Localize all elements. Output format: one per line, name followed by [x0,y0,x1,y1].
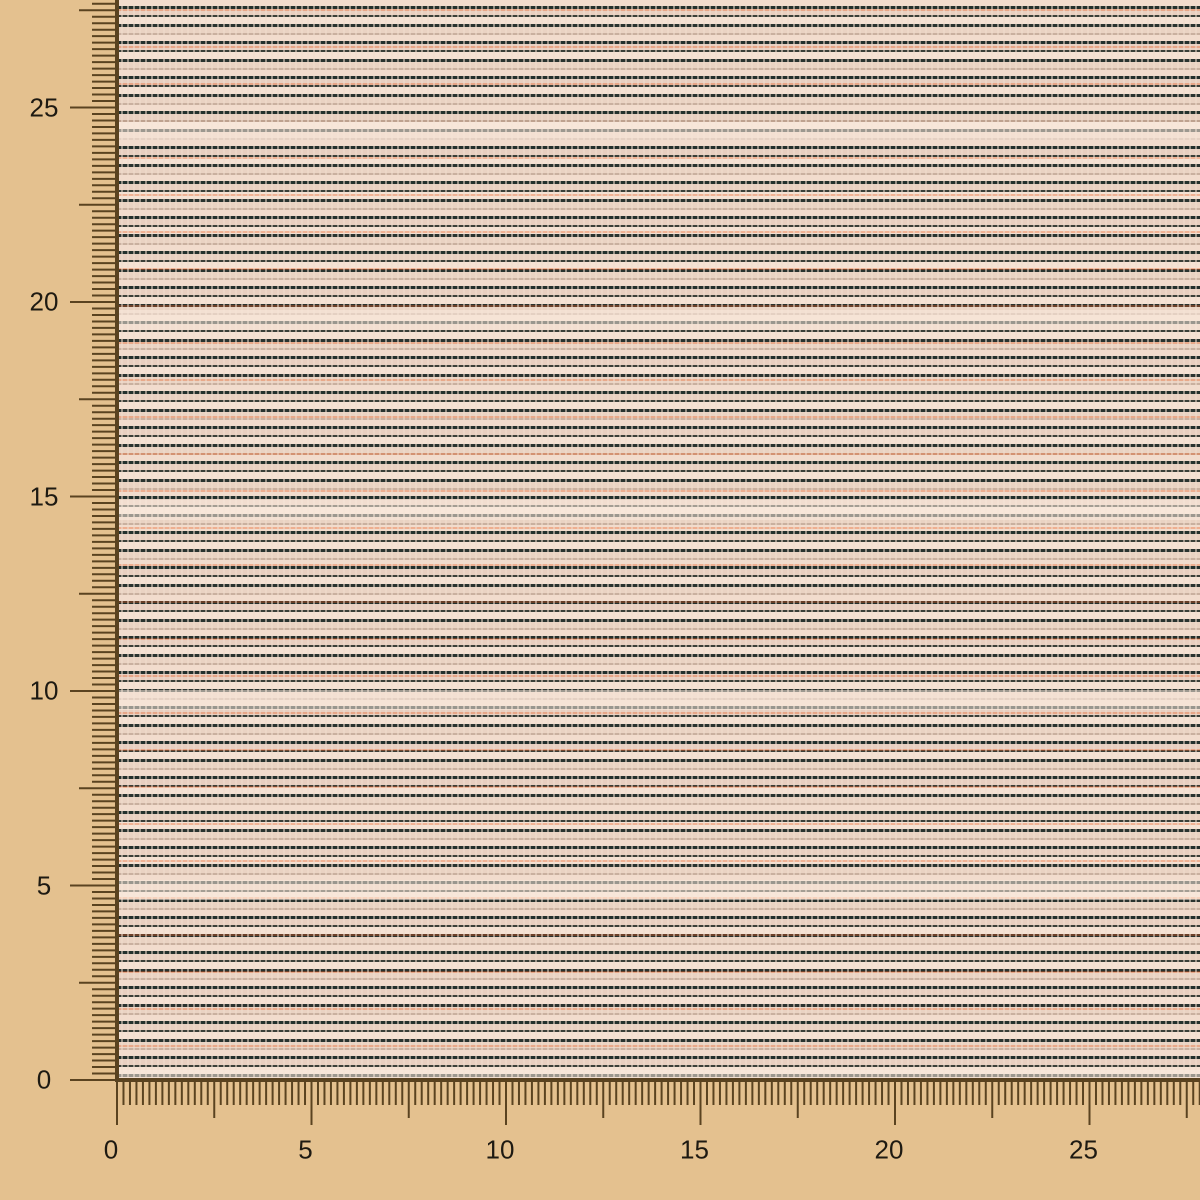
y-tick-label: 0 [36,1064,52,1095]
x-tick-label: 25 [1069,1134,1098,1165]
fabric-swatch [117,0,1200,1080]
y-tick-label: 15 [29,481,59,511]
y-tick-label: 5 [36,870,52,900]
x-tick-label: 20 [874,1134,904,1165]
x-tick-label: 5 [298,1134,313,1165]
x-tick-label: 10 [485,1134,515,1165]
x-tick-label: 0 [103,1134,119,1165]
y-tick-label: 25 [29,92,59,122]
x-tick-label: 15 [680,1134,709,1165]
y-tick-label: 10 [29,675,59,706]
y-tick-label: 20 [29,286,59,317]
